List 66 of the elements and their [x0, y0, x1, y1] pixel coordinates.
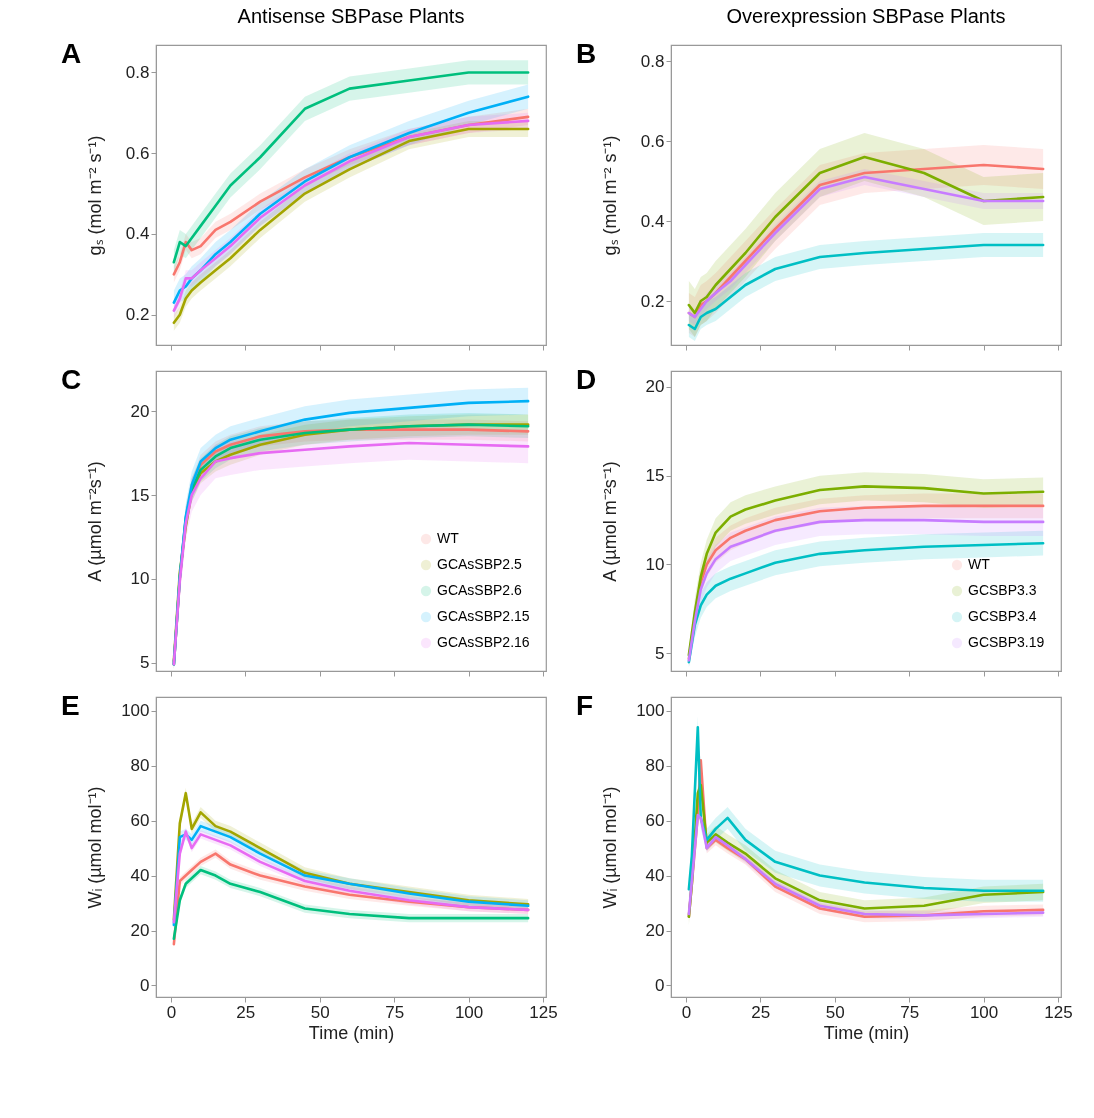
y-tick-label: 0.2 [640, 291, 665, 311]
legend-label: GCSBP3.19 [968, 634, 1045, 650]
y-tick-label: 20 [130, 401, 150, 421]
x-tick-label: 25 [236, 1002, 256, 1022]
x-tick-label: 125 [1044, 1002, 1073, 1022]
text: B [576, 38, 597, 69]
y-tick-label: 20 [645, 377, 665, 397]
y-tick-label: 0.4 [640, 211, 665, 231]
x-tick-label: 50 [825, 1002, 845, 1022]
y-axis-title: Wᵢ (µmol mol⁻¹) [599, 786, 620, 909]
y-axis-title: gₛ (mol m⁻² s⁻¹) [84, 135, 105, 256]
x-tick-label: 100 [969, 1002, 999, 1022]
y-tick-label: 0 [140, 975, 150, 995]
y-tick-label: 0.6 [640, 131, 665, 151]
y-tick-label: 40 [130, 866, 150, 886]
y-tick-label: 5 [655, 643, 665, 663]
chart-title: Overexpression SBPase Plants [726, 5, 1006, 27]
y-tick-label: 10 [130, 569, 150, 589]
legend-label: GCSBP3.4 [968, 608, 1037, 624]
y-tick-label: 100 [636, 701, 665, 721]
legend-label: WT [968, 556, 991, 572]
y-axis-title: Wᵢ (µmol mol⁻¹) [84, 786, 105, 909]
y-axis-title: gₛ (mol m⁻² s⁻¹) [599, 135, 620, 256]
y-tick-label: 100 [121, 701, 150, 721]
legend-label: GCAsSBP2.15 [437, 608, 530, 624]
y-axis-title: A (µmol m⁻²s⁻¹) [599, 461, 620, 582]
x-tick-label: 25 [751, 1002, 771, 1022]
x-tick-label: 100 [454, 1002, 484, 1022]
x-tick-label: 50 [310, 1002, 330, 1022]
y-tick-label: 5 [140, 653, 150, 673]
x-tick-label: 125 [529, 1002, 558, 1022]
x-tick-label: 0 [166, 1002, 177, 1022]
text: D [576, 364, 597, 395]
y-tick-label: 0.8 [125, 62, 150, 82]
y-tick-label: 80 [130, 756, 150, 776]
text: A [61, 38, 82, 69]
x-tick-label: 75 [900, 1002, 920, 1022]
chart-title: Antisense SBPase Plants [237, 5, 465, 27]
y-tick-label: 80 [645, 756, 665, 776]
x-tick-label: 75 [385, 1002, 405, 1022]
y-tick-label: 0.2 [125, 305, 150, 325]
text: F [576, 690, 594, 721]
legend-label: GCAsSBP2.6 [437, 582, 523, 598]
text: E [61, 690, 80, 721]
legend-label: WT [437, 530, 460, 546]
y-tick-label: 20 [130, 921, 150, 941]
y-tick-label: 60 [130, 811, 150, 831]
x-axis-title: Time (min) [823, 1022, 910, 1043]
y-tick-label: 0.8 [640, 51, 665, 71]
y-tick-label: 40 [645, 866, 665, 886]
y-tick-label: 10 [645, 554, 665, 574]
x-axis-title: Time (min) [308, 1022, 395, 1043]
text: C [61, 364, 82, 395]
legend-label: GCAsSBP2.16 [437, 634, 530, 650]
line-series [687, 243, 1045, 331]
legend-label: GCAsSBP2.5 [437, 556, 523, 572]
y-tick-label: 0.4 [125, 224, 150, 244]
y-tick-label: 0.6 [125, 143, 150, 163]
y-tick-label: 0 [655, 975, 665, 995]
legend-label: GCSBP3.3 [968, 582, 1037, 598]
y-tick-label: 20 [645, 921, 665, 941]
y-tick-label: 15 [130, 485, 150, 505]
y-tick-label: 60 [645, 811, 665, 831]
x-tick-label: 0 [681, 1002, 692, 1022]
y-tick-label: 15 [645, 466, 665, 486]
y-axis-title: A (µmol m⁻²s⁻¹) [84, 461, 105, 582]
